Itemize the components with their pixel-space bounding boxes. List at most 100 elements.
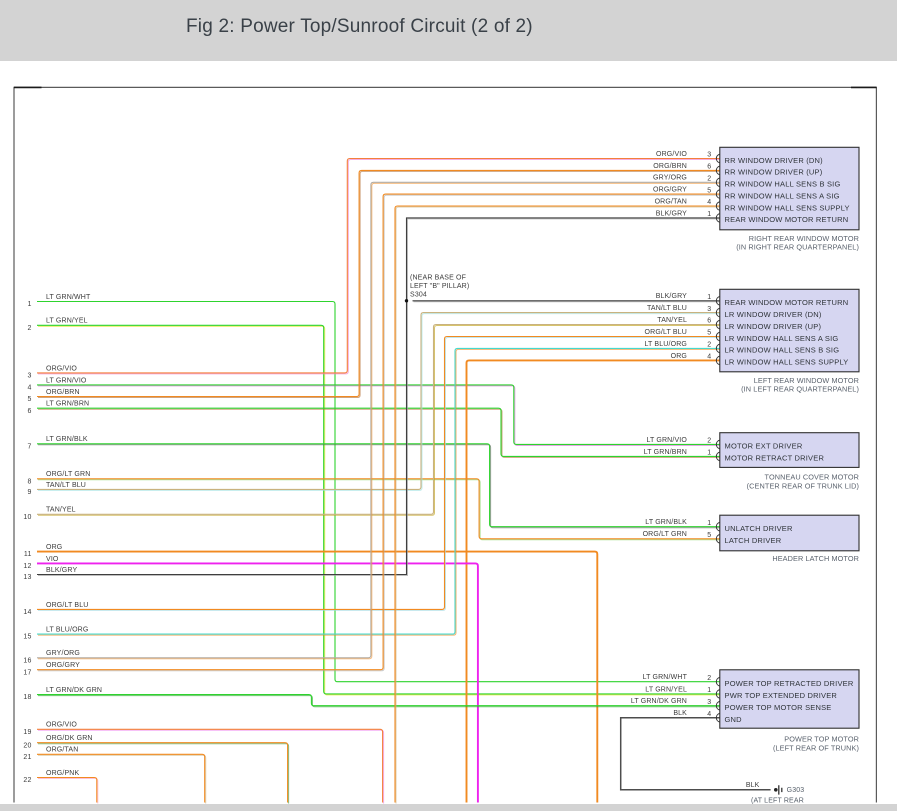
svg-text:1: 1 [707,211,711,218]
svg-text:MOTOR EXT DRIVER: MOTOR EXT DRIVER [725,442,803,451]
svg-text:TAN/LT BLU: TAN/LT BLU [46,482,86,489]
svg-text:5: 5 [707,532,711,539]
svg-text:GND: GND [725,715,743,724]
svg-text:LT GRN/BLK: LT GRN/BLK [645,519,687,526]
svg-text:4: 4 [707,199,711,206]
svg-text:(NEAR BASE OF: (NEAR BASE OF [410,275,466,282]
svg-text:6: 6 [707,318,711,325]
svg-text:LT GRN/BRN: LT GRN/BRN [644,449,687,456]
svg-text:LT GRN/YEL: LT GRN/YEL [46,318,88,325]
svg-text:LATCH DRIVER: LATCH DRIVER [725,536,782,545]
svg-text:LT GRN/BRN: LT GRN/BRN [46,401,89,408]
svg-text:VIO: VIO [46,556,59,563]
svg-text:13: 13 [23,574,31,581]
svg-text:LT GRN/BLK: LT GRN/BLK [46,436,88,443]
svg-text:10: 10 [23,514,31,521]
svg-text:2: 2 [707,176,711,183]
svg-text:TAN/YEL: TAN/YEL [657,317,687,324]
svg-text:5: 5 [27,396,31,403]
svg-text:GRY/ORG: GRY/ORG [653,175,687,182]
svg-text:4: 4 [707,711,711,718]
svg-text:5: 5 [707,187,711,194]
svg-text:LT BLU/ORG: LT BLU/ORG [645,341,687,348]
svg-text:6: 6 [707,164,711,171]
svg-text:ORG/BRN: ORG/BRN [653,163,687,170]
svg-text:LT GRN/DK GRN: LT GRN/DK GRN [631,698,687,705]
svg-text:17: 17 [23,669,31,676]
svg-text:ORG/DK GRN: ORG/DK GRN [46,735,93,742]
svg-text:TAN/LT BLU: TAN/LT BLU [647,305,687,312]
svg-text:ORG/LT GRN: ORG/LT GRN [46,471,90,478]
svg-text:2: 2 [27,325,31,332]
svg-text:BLK/GRY: BLK/GRY [656,293,687,300]
svg-text:LEFT "B" PILLAR): LEFT "B" PILLAR) [410,283,469,290]
svg-text:1: 1 [707,450,711,457]
svg-text:ORG/PNK: ORG/PNK [46,770,80,777]
svg-text:ORG/VIO: ORG/VIO [46,722,77,729]
svg-text:ORG/BRN: ORG/BRN [46,389,80,396]
svg-text:BLK/GRY: BLK/GRY [46,567,77,574]
svg-text:2: 2 [707,675,711,682]
svg-text:(AT LEFT REAR: (AT LEFT REAR [751,798,804,805]
svg-text:RIGHT REAR WINDOW MOTOR: RIGHT REAR WINDOW MOTOR [749,234,859,243]
svg-text:9: 9 [27,489,31,496]
svg-text:(IN RIGHT REAR QUARTERPANEL): (IN RIGHT REAR QUARTERPANEL) [736,243,859,252]
svg-text:2: 2 [707,438,711,445]
svg-text:POWER TOP MOTOR: POWER TOP MOTOR [784,735,859,744]
svg-text:LT GRN/WHT: LT GRN/WHT [46,294,91,301]
svg-text:MOTOR RETRACT DRIVER: MOTOR RETRACT DRIVER [725,454,825,463]
svg-text:BLK: BLK [673,710,687,717]
svg-text:HEADER LATCH MOTOR: HEADER LATCH MOTOR [772,554,859,563]
svg-text:ORG/LT GRN: ORG/LT GRN [643,531,687,538]
svg-text:REAR WINDOW MOTOR RETURN: REAR WINDOW MOTOR RETURN [725,298,849,307]
svg-text:19: 19 [23,729,31,736]
svg-text:1: 1 [707,687,711,694]
svg-text:TONNEAU COVER MOTOR: TONNEAU COVER MOTOR [765,473,859,482]
svg-text:PWR TOP EXTENDED DRIVER: PWR TOP EXTENDED DRIVER [725,691,838,700]
svg-text:ORG/VIO: ORG/VIO [46,365,77,372]
svg-text:12: 12 [23,563,31,570]
svg-text:RR WINDOW HALL SENS B SIG: RR WINDOW HALL SENS B SIG [725,180,841,189]
svg-text:3: 3 [707,152,711,159]
svg-text:1: 1 [707,520,711,527]
svg-text:(CENTER REAR OF TRUNK LID): (CENTER REAR OF TRUNK LID) [747,481,859,490]
svg-text:2: 2 [707,342,711,349]
svg-text:(IN LEFT REAR QUARTERPANEL): (IN LEFT REAR QUARTERPANEL) [741,385,859,394]
svg-text:LT GRN/VIO: LT GRN/VIO [46,377,87,384]
svg-text:LT GRN/VIO: LT GRN/VIO [646,437,687,444]
svg-text:21: 21 [23,754,31,761]
svg-text:ORG/LT BLU: ORG/LT BLU [645,329,687,336]
svg-text:6: 6 [27,408,31,415]
svg-text:GRY/ORG: GRY/ORG [46,650,80,657]
svg-text:ORG/VIO: ORG/VIO [656,151,687,158]
svg-text:20: 20 [23,742,31,749]
svg-text:ORG/LT BLU: ORG/LT BLU [46,602,88,609]
svg-text:5: 5 [707,330,711,337]
svg-text:1: 1 [707,294,711,301]
svg-text:RR WINDOW DRIVER (DN): RR WINDOW DRIVER (DN) [725,156,824,165]
svg-text:RR WINDOW DRIVER (UP): RR WINDOW DRIVER (UP) [725,168,823,177]
svg-text:LT GRN/WHT: LT GRN/WHT [643,674,688,681]
svg-text:LT GRN/YEL: LT GRN/YEL [645,686,687,693]
svg-text:15: 15 [23,634,31,641]
svg-text:POWER TOP MOTOR SENSE: POWER TOP MOTOR SENSE [725,703,832,712]
svg-text:LT BLU/ORG: LT BLU/ORG [46,627,88,634]
svg-text:TAN/YEL: TAN/YEL [46,507,76,514]
svg-text:4: 4 [27,385,31,392]
svg-text:LEFT REAR WINDOW MOTOR: LEFT REAR WINDOW MOTOR [754,376,859,385]
svg-text:8: 8 [27,478,31,485]
svg-text:3: 3 [27,373,31,380]
svg-text:G303: G303 [787,787,805,794]
svg-text:3: 3 [707,306,711,313]
svg-text:REAR WINDOW MOTOR RETURN: REAR WINDOW MOTOR RETURN [725,215,849,224]
svg-text:LR WINDOW HALL SENS B SIG: LR WINDOW HALL SENS B SIG [725,346,840,355]
svg-text:RR WINDOW HALL SENS SUPPLY: RR WINDOW HALL SENS SUPPLY [725,203,850,212]
svg-text:UNLATCH DRIVER: UNLATCH DRIVER [725,524,793,533]
svg-text:ORG/TAN: ORG/TAN [46,747,78,754]
svg-text:ORG/TAN: ORG/TAN [655,198,687,205]
svg-text:LR WINDOW DRIVER (UP): LR WINDOW DRIVER (UP) [725,322,822,331]
svg-text:LR WINDOW HALL SENS SUPPLY: LR WINDOW HALL SENS SUPPLY [725,358,849,367]
svg-text:11: 11 [24,551,32,558]
svg-text:LT GRN/DK GRN: LT GRN/DK GRN [46,687,102,694]
svg-text:ORG/GRY: ORG/GRY [46,662,80,669]
